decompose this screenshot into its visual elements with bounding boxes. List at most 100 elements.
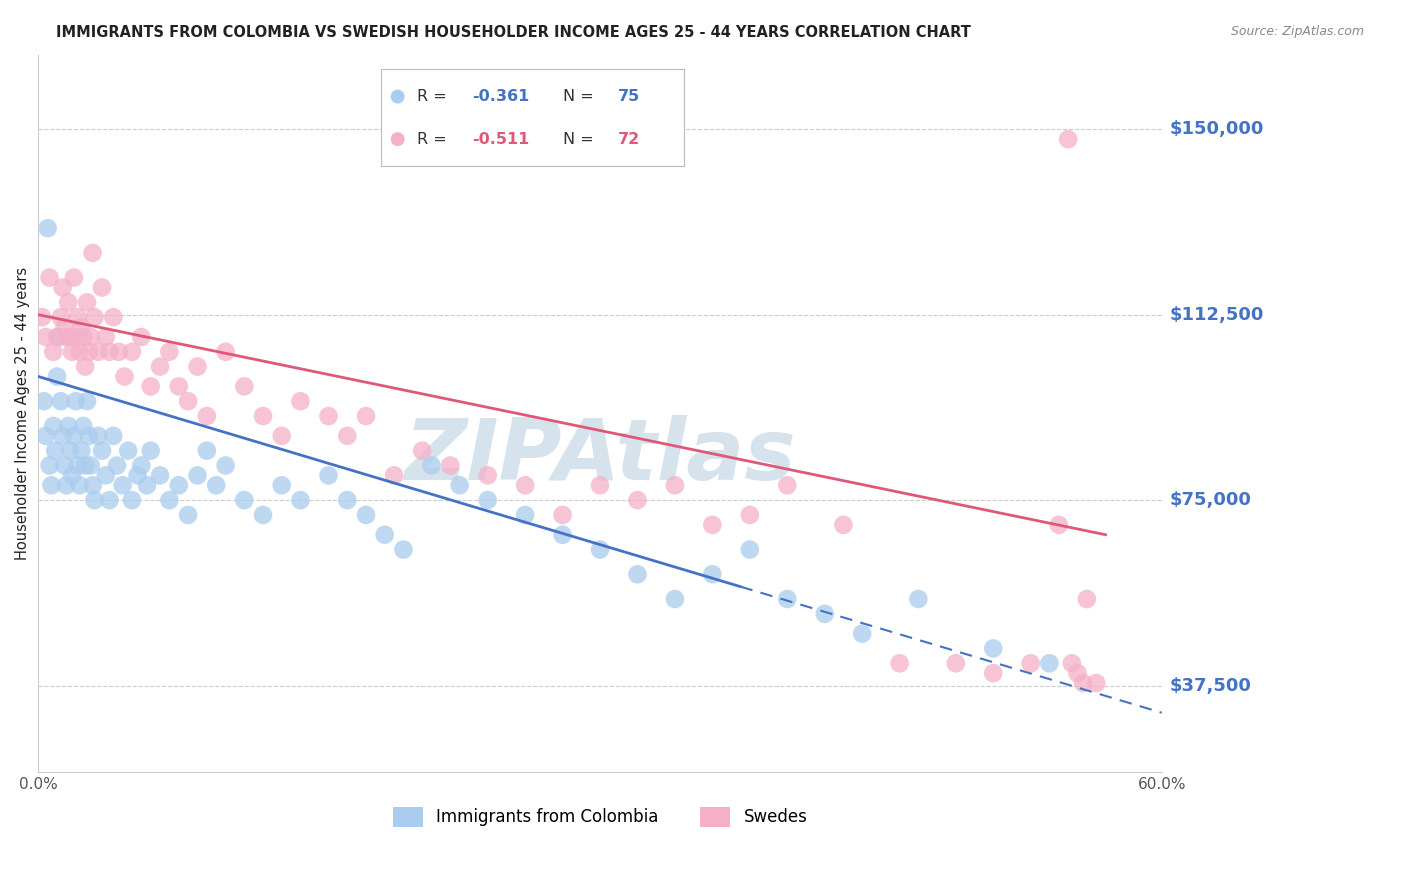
Point: [72, 330, 94, 344]
Point: [55, 478, 77, 492]
Point: [87, 429, 110, 443]
Point: [136, 478, 159, 492]
Point: [392, 542, 415, 557]
Point: [108, 344, 131, 359]
Point: [411, 443, 433, 458]
Point: [35, 429, 58, 443]
Point: [214, 458, 236, 473]
Text: IMMIGRANTS FROM COLOMBIA VS SWEDISH HOUSEHOLDER INCOME AGES 25 - 44 YEARS CORREL: IMMIGRANTS FROM COLOMBIA VS SWEDISH HOUS…: [56, 25, 972, 40]
Point: [114, 369, 136, 384]
Point: [60, 468, 83, 483]
Point: [177, 508, 200, 522]
Point: [58, 419, 80, 434]
Point: [77, 429, 100, 443]
Point: [82, 478, 104, 492]
Point: [1060, 657, 1083, 671]
Point: [336, 493, 359, 508]
Point: [1038, 657, 1060, 671]
Point: [290, 394, 312, 409]
Text: ZIPAtlas: ZIPAtlas: [405, 415, 796, 498]
Point: [195, 409, 218, 423]
Text: $75,000: $75,000: [1170, 491, 1251, 509]
Point: [38, 270, 60, 285]
Point: [157, 344, 180, 359]
Point: [1076, 592, 1098, 607]
Point: [75, 458, 97, 473]
Point: [63, 270, 86, 285]
Point: [59, 443, 82, 458]
Point: [186, 359, 208, 374]
Point: [49, 310, 72, 325]
Point: [121, 493, 143, 508]
Point: [551, 527, 574, 541]
Point: [907, 592, 929, 607]
Point: [103, 429, 125, 443]
Point: [515, 478, 537, 492]
Point: [439, 458, 461, 473]
Point: [374, 527, 396, 541]
Point: [42, 344, 65, 359]
Point: [83, 310, 105, 325]
Point: [72, 419, 94, 434]
Point: [91, 443, 114, 458]
Point: [186, 468, 208, 483]
Point: [52, 280, 75, 294]
Point: [270, 478, 292, 492]
Point: [103, 310, 125, 325]
Point: [945, 657, 967, 671]
Point: [35, 330, 58, 344]
Point: [477, 493, 499, 508]
Point: [131, 458, 153, 473]
Point: [851, 626, 873, 640]
Point: [1019, 657, 1042, 671]
Point: [70, 443, 93, 458]
Point: [157, 493, 180, 508]
Point: [139, 379, 162, 393]
Point: [776, 592, 799, 607]
Point: [589, 542, 612, 557]
Point: [65, 394, 87, 409]
Point: [382, 468, 405, 483]
Point: [1066, 666, 1088, 681]
Point: [981, 641, 1004, 656]
Point: [42, 419, 65, 434]
Point: [53, 458, 76, 473]
Point: [336, 429, 359, 443]
Point: [354, 508, 377, 522]
Point: [76, 394, 98, 409]
Point: [65, 330, 87, 344]
Point: [105, 458, 128, 473]
Point: [738, 542, 761, 557]
Point: [98, 493, 121, 508]
Point: [1057, 132, 1080, 146]
Point: [31, 310, 53, 325]
Point: [63, 429, 86, 443]
Point: [233, 379, 256, 393]
Point: [121, 344, 143, 359]
Point: [551, 508, 574, 522]
Point: [46, 330, 69, 344]
Point: [1047, 517, 1070, 532]
Point: [94, 468, 117, 483]
Point: [82, 246, 104, 260]
Text: $112,500: $112,500: [1170, 306, 1264, 324]
Point: [41, 478, 63, 492]
Text: $150,000: $150,000: [1170, 120, 1264, 138]
Text: $37,500: $37,500: [1170, 676, 1251, 695]
Point: [354, 409, 377, 423]
Point: [111, 478, 134, 492]
Point: [214, 344, 236, 359]
Point: [83, 493, 105, 508]
Point: [59, 330, 82, 344]
Point: [53, 320, 76, 334]
Point: [626, 493, 648, 508]
Point: [167, 478, 190, 492]
Point: [58, 295, 80, 310]
Point: [252, 508, 274, 522]
Point: [139, 443, 162, 458]
Point: [664, 478, 686, 492]
Y-axis label: Householder Income Ages 25 - 44 years: Householder Income Ages 25 - 44 years: [15, 267, 30, 560]
Point: [80, 458, 103, 473]
Point: [589, 478, 612, 492]
Point: [44, 443, 66, 458]
